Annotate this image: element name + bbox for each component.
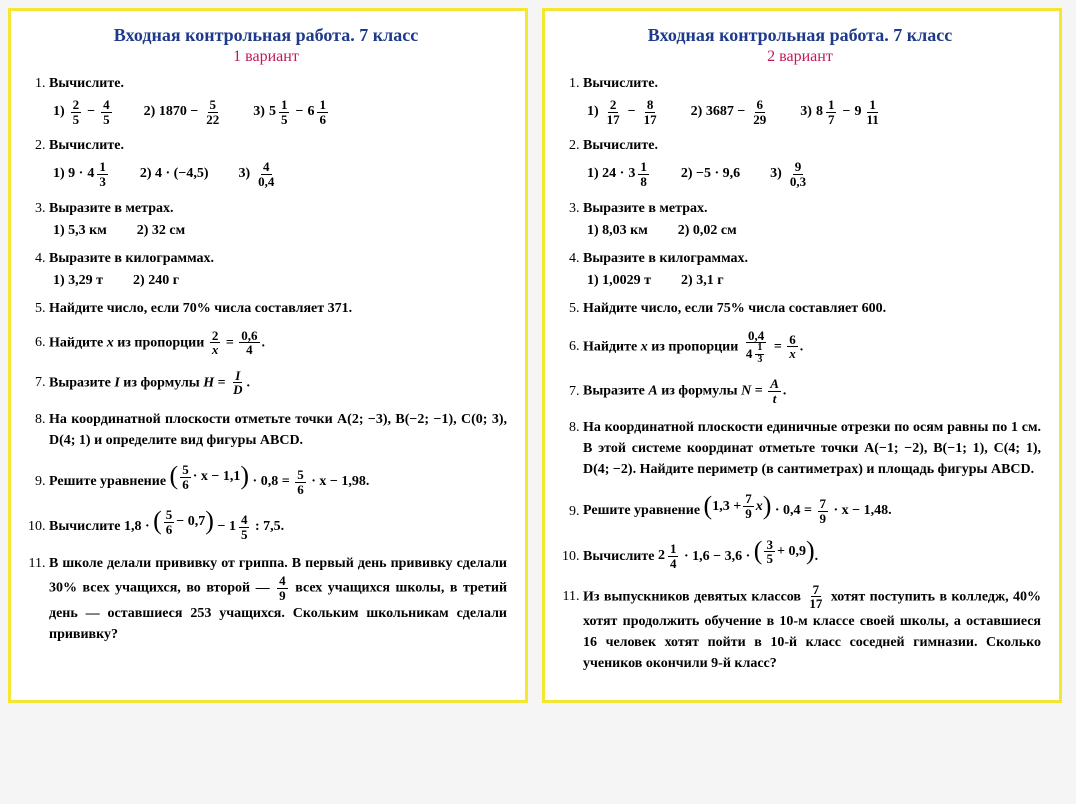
sub-3: 3) 817 − 9111 (800, 98, 882, 126)
task-1-6: Найдите x из пропорции 2x = 0,64. (49, 329, 507, 357)
tasks-1: Вычислите. 1) 25 − 45 2) 1870 − 522 3) 5… (25, 76, 507, 645)
sub-1: 1) 5,3 км (53, 223, 107, 239)
stem: Вычислите. (49, 138, 507, 154)
task-2-4: Выразите в килограммах. 1) 1,0029 т 2) 3… (583, 251, 1041, 289)
task-2-7: Выразите A из формулы N = At. (583, 377, 1041, 405)
sub-2: 2) 240 г (133, 273, 179, 289)
panel-variant-2: Входная контрольная работа. 7 класс 2 ва… (542, 8, 1062, 703)
sub-2: 2) 3687 − 629 (691, 98, 771, 126)
task-2-1: Вычислите. 1) 217 − 817 2) 3687 − 629 3)… (583, 76, 1041, 126)
task-1-8: На координатной плоскости отметьте точки… (49, 409, 507, 451)
sub-1: 1) 25 − 45 (53, 98, 114, 126)
task-1-1: Вычислите. 1) 25 − 45 2) 1870 − 522 3) 5… (49, 76, 507, 126)
task-1-10: Вычислите 1,8 · ( 56 − 0,7 ) − 145 : 7,5… (49, 508, 507, 541)
stem: На координатной плоскости единичные отре… (583, 417, 1041, 480)
task-1-5: Найдите число, если 70% числа составляет… (49, 301, 507, 317)
subs: 1) 25 − 45 2) 1870 − 522 3) 515 − 616 (53, 98, 507, 126)
task-2-5: Найдите число, если 75% числа составляет… (583, 301, 1041, 317)
stem: Выразите I из формулы H = ID. (49, 369, 507, 397)
stem: Вычислите. (49, 76, 507, 92)
sub-1: 1) 3,29 т (53, 273, 103, 289)
task-1-2: Вычислите. 1) 9 · 413 2) 4 · (−4,5) 3) 4… (49, 138, 507, 188)
sub-2: 2) 3,1 г (681, 273, 724, 289)
panel-variant-1: Входная контрольная работа. 7 класс 1 ва… (8, 8, 528, 703)
sub-2: 2) 1870 − 522 (144, 98, 224, 126)
stem: Выразите в метрах. (583, 201, 1041, 217)
task-2-2: Вычислите. 1) 24 · 318 2) −5 · 9,6 3) 90… (583, 138, 1041, 188)
task-2-10: Вычислите 214 · 1,6 − 3,6 · ( 35 + 0,9 )… (583, 538, 1041, 571)
subs: 1) 24 · 318 2) −5 · 9,6 3) 90,3 (587, 160, 1041, 188)
stem: Найдите число, если 70% числа составляет… (49, 301, 507, 317)
sub-2: 2) 4 · (−4,5) (140, 166, 209, 182)
stem: Вычислите. (583, 138, 1041, 154)
task-2-11: Из выпускников девятых классов 717 хотят… (583, 583, 1041, 674)
title-1: Входная контрольная работа. 7 класс (25, 25, 507, 46)
stem: Вычислите 1,8 · ( 56 − 0,7 ) − 145 : 7,5… (49, 508, 507, 541)
task-1-4: Выразите в килограммах. 1) 3,29 т 2) 240… (49, 251, 507, 289)
sub-1: 1) 24 · 318 (587, 160, 651, 188)
stem: Из выпускников девятых классов 717 хотят… (583, 583, 1041, 674)
stem: Решите уравнение ( 1,3 + 79 x ) · 0,4 = … (583, 492, 1041, 525)
variant-2-label: 2 вариант (559, 48, 1041, 66)
sub-2: 2) 0,02 см (678, 223, 737, 239)
sub-1: 1) 8,03 км (587, 223, 648, 239)
task-1-11: В школе делали прививку от гриппа. В пер… (49, 553, 507, 644)
task-2-6: Найдите x из пропорции 0,4 413 = 6x. (583, 329, 1041, 366)
stem: Вычислите. (583, 76, 1041, 92)
subs: 1) 9 · 413 2) 4 · (−4,5) 3) 40,4 (53, 160, 507, 188)
stem: Найдите число, если 75% числа составляет… (583, 301, 1041, 317)
variant-1-label: 1 вариант (25, 48, 507, 66)
sub-3: 3) 90,3 (770, 160, 810, 188)
stem: Найдите x из пропорции 0,4 413 = 6x. (583, 329, 1041, 366)
title-2: Входная контрольная работа. 7 класс (559, 25, 1041, 46)
task-2-3: Выразите в метрах. 1) 8,03 км 2) 0,02 см (583, 201, 1041, 239)
stem: Выразите в метрах. (49, 201, 507, 217)
subs: 1) 1,0029 т 2) 3,1 г (587, 273, 1041, 289)
task-2-9: Решите уравнение ( 1,3 + 79 x ) · 0,4 = … (583, 492, 1041, 525)
subs: 1) 8,03 км 2) 0,02 см (587, 223, 1041, 239)
stem: Вычислите 214 · 1,6 − 3,6 · ( 35 + 0,9 )… (583, 538, 1041, 571)
sub-3: 3) 515 − 616 (253, 98, 330, 126)
task-1-7: Выразите I из формулы H = ID. (49, 369, 507, 397)
task-2-8: На координатной плоскости единичные отре… (583, 417, 1041, 480)
stem: Решите уравнение ( 56 · x − 1,1 ) · 0,8 … (49, 463, 507, 496)
tasks-2: Вычислите. 1) 217 − 817 2) 3687 − 629 3)… (559, 76, 1041, 674)
sub-3: 3) 40,4 (238, 160, 278, 188)
task-1-3: Выразите в метрах. 1) 5,3 км 2) 32 см (49, 201, 507, 239)
stem: Найдите x из пропорции 2x = 0,64. (49, 329, 507, 357)
subs: 1) 3,29 т 2) 240 г (53, 273, 507, 289)
stem: Выразите A из формулы N = At. (583, 377, 1041, 405)
subs: 1) 217 − 817 2) 3687 − 629 3) 817 − 9111 (587, 98, 1041, 126)
sub-2: 2) −5 · 9,6 (681, 166, 740, 182)
sub-1: 1) 1,0029 т (587, 273, 651, 289)
stem: Выразите в килограммах. (583, 251, 1041, 267)
sub-2: 2) 32 см (137, 223, 185, 239)
stem: Выразите в килограммах. (49, 251, 507, 267)
task-1-9: Решите уравнение ( 56 · x − 1,1 ) · 0,8 … (49, 463, 507, 496)
stem: На координатной плоскости отметьте точки… (49, 409, 507, 451)
stem: В школе делали прививку от гриппа. В пер… (49, 553, 507, 644)
sub-1: 1) 217 − 817 (587, 98, 661, 126)
subs: 1) 5,3 км 2) 32 см (53, 223, 507, 239)
sub-1: 1) 9 · 413 (53, 160, 110, 188)
page-container: Входная контрольная работа. 7 класс 1 ва… (8, 8, 1068, 703)
